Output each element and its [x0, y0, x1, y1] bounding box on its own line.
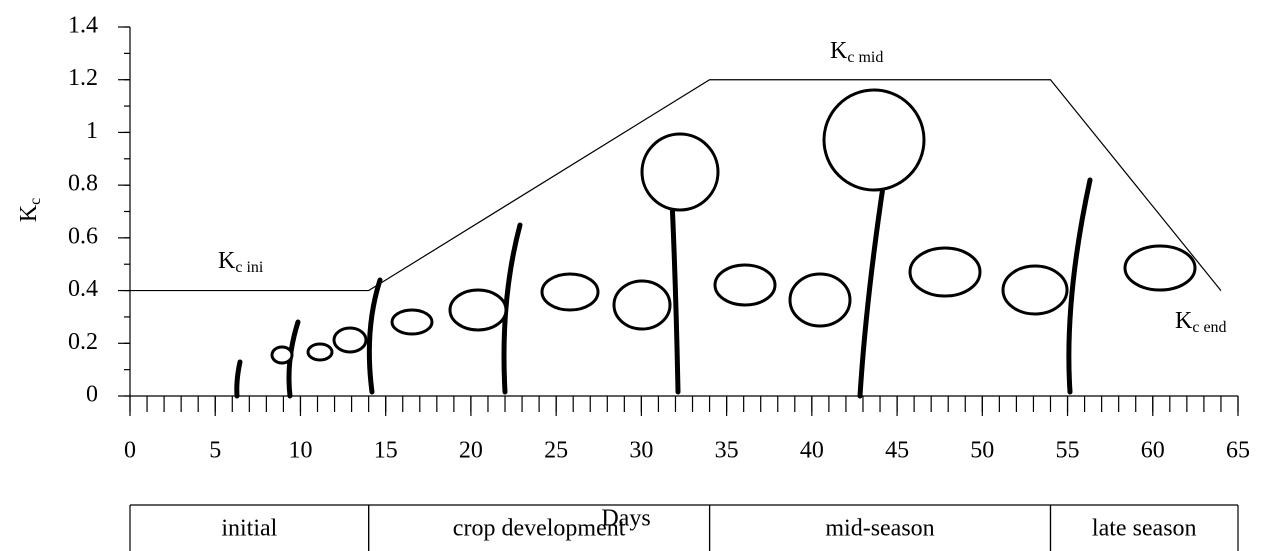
y-tick-label: 0.6 — [68, 223, 98, 249]
x-tick-label: 25 — [544, 438, 568, 464]
stage-label: initial — [221, 516, 277, 542]
stage-label: mid-season — [825, 516, 934, 542]
annotation-main: K — [1175, 308, 1193, 334]
y-tick-label: 0 — [86, 382, 98, 408]
x-tick-label: 40 — [800, 438, 824, 464]
x-tick-label: 55 — [1056, 438, 1080, 464]
annotation-sub: c end — [1192, 319, 1226, 336]
x-tick-label: 50 — [970, 438, 994, 464]
x-tick-label: 60 — [1141, 438, 1165, 464]
annotation-sub: c mid — [847, 49, 883, 66]
y-tick-label: 1 — [86, 118, 98, 144]
x-tick-label: 65 — [1226, 438, 1250, 464]
annotation-main: K — [218, 248, 236, 274]
y-tick-label: 0.4 — [68, 276, 98, 302]
annotation-sub: c ini — [235, 259, 264, 276]
x-tick-label: 20 — [459, 438, 483, 464]
annotation: Kc end — [1175, 308, 1227, 336]
x-tick-label: 15 — [374, 438, 398, 464]
y-tick-label: 0.2 — [68, 329, 98, 355]
y-axis-label-sub: c — [27, 198, 44, 205]
x-tick-label: 0 — [124, 438, 136, 464]
plant-illustration — [237, 90, 1195, 396]
y-tick-label: 1.2 — [68, 65, 98, 91]
x-tick-label: 10 — [288, 438, 312, 464]
x-tick-label: 35 — [715, 438, 739, 464]
annotation-main: K — [830, 38, 848, 64]
y-tick-label: 1.4 — [68, 13, 98, 39]
x-tick-label: 30 — [629, 438, 653, 464]
x-tick-label: 45 — [885, 438, 909, 464]
annotation: Kc mid — [830, 38, 883, 66]
chart: Days Kc 0510152025303540455055606500.20.… — [0, 0, 1264, 551]
x-tick-label: 5 — [209, 438, 221, 464]
y-axis-label-main: K — [16, 204, 42, 222]
y-axis-label: Kc — [16, 198, 44, 222]
stage-label: crop development — [453, 516, 626, 542]
annotation: Kc ini — [218, 248, 264, 276]
stage-label: late season — [1092, 516, 1197, 542]
y-tick-label: 0.8 — [68, 171, 98, 197]
